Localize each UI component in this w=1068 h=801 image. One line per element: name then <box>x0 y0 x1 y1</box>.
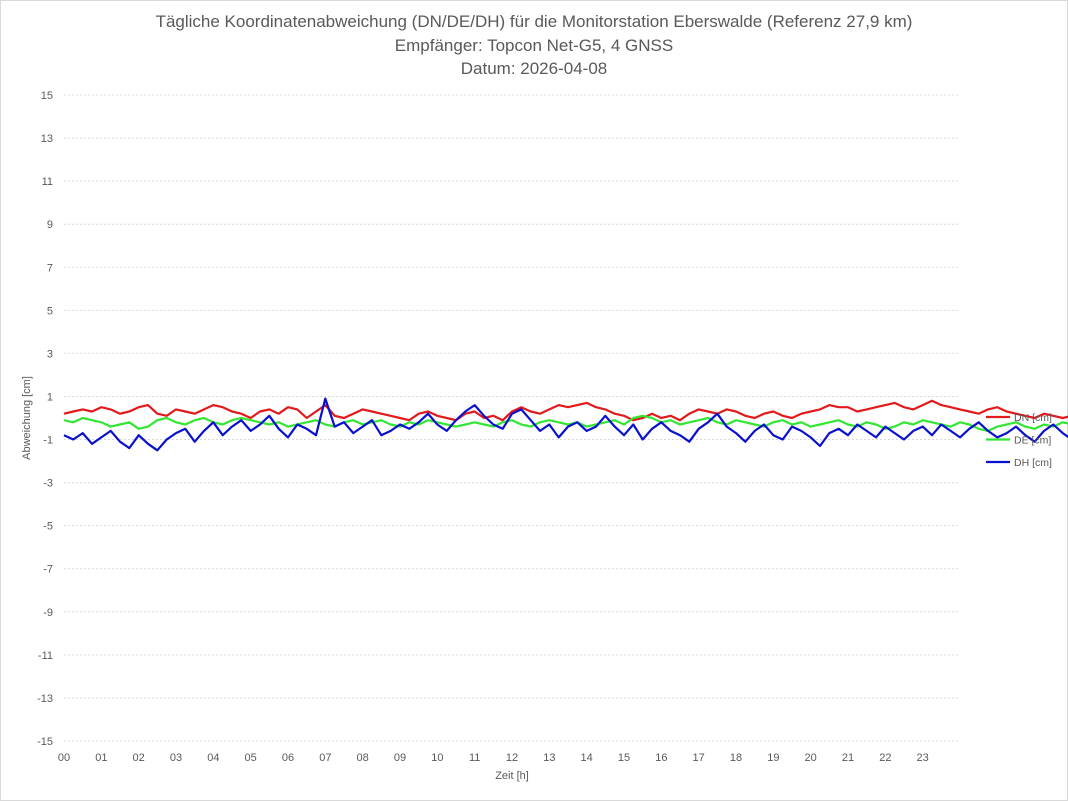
x-tick-label: 07 <box>319 752 331 764</box>
x-tick-label: 15 <box>618 752 630 764</box>
x-axis-label: Zeit [h] <box>495 770 529 782</box>
x-tick-label: 19 <box>767 752 779 764</box>
x-tick-label: 11 <box>469 752 480 764</box>
chart-subtitle-date: Datum: 2026-04-08 <box>460 59 608 78</box>
x-tick-label: 17 <box>693 752 705 764</box>
gridlines <box>64 94 960 742</box>
x-tick-label: 20 <box>805 752 817 764</box>
legend-label: DN [cm] <box>1014 412 1052 424</box>
y-tick-label: -15 <box>37 736 53 748</box>
chart-title: Tägliche Koordinatenabweichung (DN/DE/DH… <box>155 12 913 31</box>
y-tick-label: 13 <box>41 133 53 145</box>
series-line-dn <box>63 399 1068 422</box>
y-tick-label: -7 <box>43 564 53 576</box>
x-tick-label: 08 <box>357 752 369 764</box>
x-tick-label: 10 <box>431 752 443 764</box>
y-tick-label: -13 <box>37 693 53 705</box>
x-tick-label: 13 <box>543 752 555 764</box>
y-tick-label: -3 <box>43 478 53 490</box>
x-tick-label: 21 <box>842 752 854 764</box>
x-tick-label: 23 <box>917 752 929 764</box>
x-tick-label: 01 <box>95 752 107 764</box>
y-tick-label: 1 <box>47 391 53 403</box>
x-tick-label: 09 <box>394 752 406 764</box>
series-line-dh <box>63 397 1068 452</box>
x-tick-label: 22 <box>879 752 891 764</box>
y-tick-label: -5 <box>43 521 53 533</box>
y-tick-label: 3 <box>47 348 53 360</box>
y-tick-label: -11 <box>38 650 53 662</box>
y-tick-label: 5 <box>47 305 53 317</box>
x-tick-label: 00 <box>58 752 70 764</box>
x-tick-label: 03 <box>170 752 182 764</box>
y-tick-label: 11 <box>42 176 53 188</box>
x-tick-label: 06 <box>282 752 294 764</box>
x-tick-label: 18 <box>730 752 742 764</box>
series-lines <box>63 397 1068 452</box>
legend-label: DH [cm] <box>1014 457 1052 469</box>
x-tick-label: 02 <box>133 752 145 764</box>
y-tick-label: -1 <box>43 435 53 447</box>
y-tick-label: 7 <box>47 262 53 274</box>
legend: DN [cm] DE [cm] DH [cm] <box>986 412 1052 469</box>
axes: 15 13 11 9 7 5 3 1 -1 -3 -5 -7 -9 -11 -13 -15 00 01 02 03 04… <box>37 90 929 764</box>
legend-label: DE [cm] <box>1014 435 1051 447</box>
x-tick-label: 14 <box>581 752 593 764</box>
chart-subtitle-receiver: Empfänger: Topcon Net-G5, 4 GNSS <box>394 36 674 55</box>
y-tick-label: -9 <box>43 607 53 619</box>
x-tick-label: 04 <box>207 752 219 764</box>
x-tick-label: 05 <box>245 752 257 764</box>
y-tick-label: 9 <box>47 219 53 231</box>
x-tick-label: 16 <box>655 752 667 764</box>
x-tick-label: 12 <box>506 752 518 764</box>
y-tick-label: 15 <box>41 90 53 102</box>
y-axis-label: Abweichung [cm] <box>21 376 33 460</box>
